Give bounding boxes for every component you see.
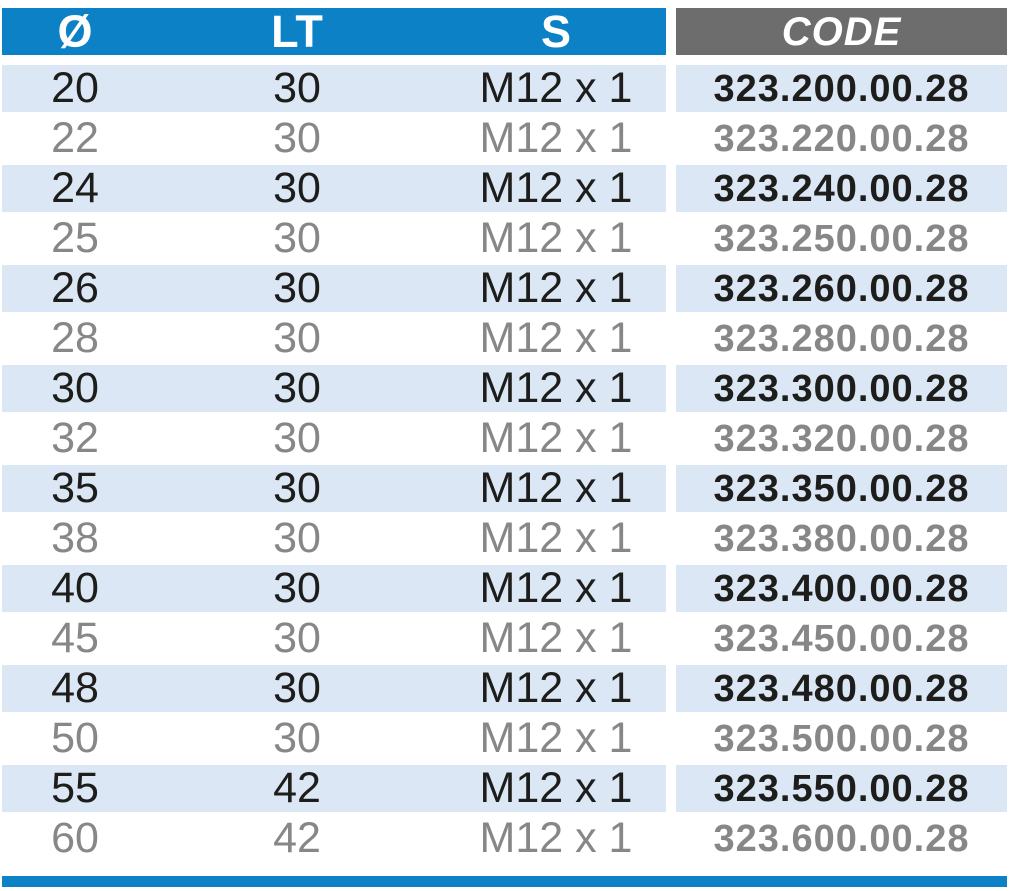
cell-lt: 30 xyxy=(148,315,446,365)
cell-code: 323.240.00.28 xyxy=(666,165,1007,215)
table-row: 32 30 M12 x 1 323.320.00.28 xyxy=(2,415,1007,465)
cell-lt: 30 xyxy=(148,365,446,415)
cell-lt: 30 xyxy=(148,615,446,665)
cell-s: M12 x 1 xyxy=(446,215,666,265)
product-spec-table: Ø LT S CODE 20 30 M12 x 1 323.200.00.28 22 30… xyxy=(2,8,1007,865)
cell-s: M12 x 1 xyxy=(446,365,666,415)
cell-diameter: 24 xyxy=(2,165,148,215)
cell-diameter: 55 xyxy=(2,765,148,815)
table-row: 38 30 M12 x 1 323.380.00.28 xyxy=(2,515,1007,565)
cell-code: 323.500.00.28 xyxy=(666,715,1007,765)
table-body: 20 30 M12 x 1 323.200.00.28 22 30 M12 x 1 323.2… xyxy=(2,65,1007,865)
cell-lt: 42 xyxy=(148,815,446,865)
cell-lt: 30 xyxy=(148,715,446,765)
cell-diameter: 50 xyxy=(2,715,148,765)
cell-s: M12 x 1 xyxy=(446,65,666,115)
cell-diameter: 25 xyxy=(2,215,148,265)
cell-s: M12 x 1 xyxy=(446,315,666,365)
cell-lt: 30 xyxy=(148,215,446,265)
cell-code: 323.280.00.28 xyxy=(666,315,1007,365)
table-row: 30 30 M12 x 1 323.300.00.28 xyxy=(2,365,1007,415)
cell-code: 323.480.00.28 xyxy=(666,665,1007,715)
table-row: 22 30 M12 x 1 323.220.00.28 xyxy=(2,115,1007,165)
cell-diameter: 26 xyxy=(2,265,148,315)
cell-lt: 30 xyxy=(148,265,446,315)
cell-lt: 30 xyxy=(148,65,446,115)
cell-s: M12 x 1 xyxy=(446,665,666,715)
table-row: 24 30 M12 x 1 323.240.00.28 xyxy=(2,165,1007,215)
cell-s: M12 x 1 xyxy=(446,515,666,565)
cell-code: 323.350.00.28 xyxy=(666,465,1007,515)
cell-s: M12 x 1 xyxy=(446,415,666,465)
cell-code: 323.300.00.28 xyxy=(666,365,1007,415)
cell-code: 323.550.00.28 xyxy=(666,765,1007,815)
cell-lt: 30 xyxy=(148,565,446,615)
cell-diameter: 60 xyxy=(2,815,148,865)
table-row: 55 42 M12 x 1 323.550.00.28 xyxy=(2,765,1007,815)
cell-code: 323.600.00.28 xyxy=(666,815,1007,865)
cell-s: M12 x 1 xyxy=(446,115,666,165)
cell-lt: 30 xyxy=(148,665,446,715)
cell-s: M12 x 1 xyxy=(446,715,666,765)
cell-s: M12 x 1 xyxy=(446,815,666,865)
table-row: 25 30 M12 x 1 323.250.00.28 xyxy=(2,215,1007,265)
column-header-diameter: Ø xyxy=(2,8,148,65)
cell-diameter: 40 xyxy=(2,565,148,615)
cell-diameter: 28 xyxy=(2,315,148,365)
column-header-s: S xyxy=(446,8,666,65)
cell-diameter: 32 xyxy=(2,415,148,465)
cell-diameter: 38 xyxy=(2,515,148,565)
cell-lt: 42 xyxy=(148,765,446,815)
cell-s: M12 x 1 xyxy=(446,565,666,615)
cell-diameter: 45 xyxy=(2,615,148,665)
cell-lt: 30 xyxy=(148,465,446,515)
cell-code: 323.380.00.28 xyxy=(666,515,1007,565)
cell-s: M12 x 1 xyxy=(446,265,666,315)
table-row: 26 30 M12 x 1 323.260.00.28 xyxy=(2,265,1007,315)
table-row: 35 30 M12 x 1 323.350.00.28 xyxy=(2,465,1007,515)
cell-s: M12 x 1 xyxy=(446,765,666,815)
cell-lt: 30 xyxy=(148,415,446,465)
cell-lt: 30 xyxy=(148,115,446,165)
cell-code: 323.400.00.28 xyxy=(666,565,1007,615)
bottom-border-bar xyxy=(2,876,1007,887)
column-header-code: CODE xyxy=(666,8,1007,65)
table-row: 50 30 M12 x 1 323.500.00.28 xyxy=(2,715,1007,765)
cell-code: 323.200.00.28 xyxy=(666,65,1007,115)
cell-code: 323.320.00.28 xyxy=(666,415,1007,465)
cell-code: 323.250.00.28 xyxy=(666,215,1007,265)
cell-s: M12 x 1 xyxy=(446,615,666,665)
table-row: 60 42 M12 x 1 323.600.00.28 xyxy=(2,815,1007,865)
cell-code: 323.450.00.28 xyxy=(666,615,1007,665)
cell-diameter: 30 xyxy=(2,365,148,415)
cell-code: 323.220.00.28 xyxy=(666,115,1007,165)
cell-s: M12 x 1 xyxy=(446,465,666,515)
cell-diameter: 20 xyxy=(2,65,148,115)
cell-lt: 30 xyxy=(148,165,446,215)
column-header-lt: LT xyxy=(148,8,446,65)
table-row: 40 30 M12 x 1 323.400.00.28 xyxy=(2,565,1007,615)
cell-diameter: 35 xyxy=(2,465,148,515)
cell-lt: 30 xyxy=(148,515,446,565)
cell-diameter: 48 xyxy=(2,665,148,715)
cell-diameter: 22 xyxy=(2,115,148,165)
cell-code: 323.260.00.28 xyxy=(666,265,1007,315)
table-row: 45 30 M12 x 1 323.450.00.28 xyxy=(2,615,1007,665)
cell-s: M12 x 1 xyxy=(446,165,666,215)
header-row: Ø LT S CODE xyxy=(2,8,1007,65)
table-row: 28 30 M12 x 1 323.280.00.28 xyxy=(2,315,1007,365)
table-row: 48 30 M12 x 1 323.480.00.28 xyxy=(2,665,1007,715)
table-row: 20 30 M12 x 1 323.200.00.28 xyxy=(2,65,1007,115)
